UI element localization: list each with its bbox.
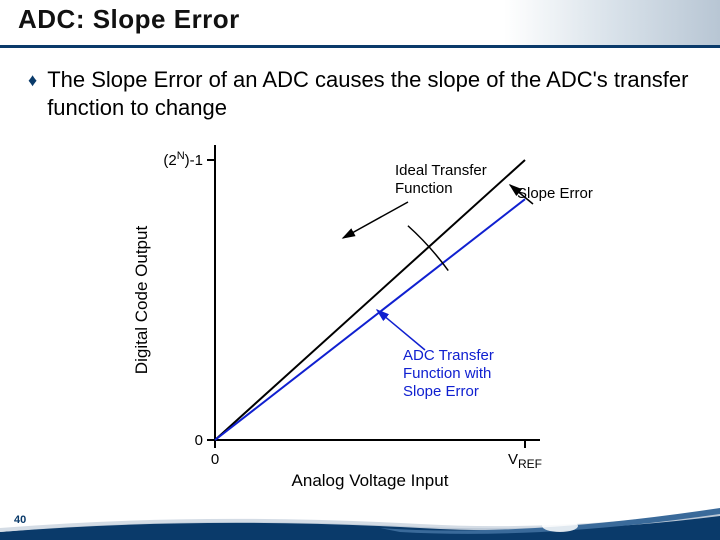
svg-text:Slope Error: Slope Error xyxy=(403,383,479,400)
transfer-function-chart: 0 VREF 0 (2N)-1 Analog Voltage Input Digital … xyxy=(125,130,595,490)
svg-text:VREF: VREF xyxy=(508,451,542,471)
svg-text:Digital Code Output: Digital Code Output xyxy=(132,226,151,375)
svg-text:Ideal Transfer: Ideal Transfer xyxy=(395,162,487,179)
svg-text:0: 0 xyxy=(211,451,219,468)
slide-body: ♦ The Slope Error of an ADC causes the s… xyxy=(0,48,720,495)
svg-text:Function: Function xyxy=(395,180,453,197)
chart-container: 0 VREF 0 (2N)-1 Analog Voltage Input Digital … xyxy=(28,130,692,495)
svg-text:Function with: Function with xyxy=(403,365,491,382)
diamond-bullet-icon: ♦ xyxy=(28,66,37,94)
svg-text:0: 0 xyxy=(195,432,203,449)
title-bar: ADC: Slope Error xyxy=(0,0,720,48)
svg-text:ADC Transfer: ADC Transfer xyxy=(403,347,494,364)
footer-decoration xyxy=(0,504,720,540)
svg-text:Analog Voltage Input: Analog Voltage Input xyxy=(292,471,449,490)
bullet-row: ♦ The Slope Error of an ADC causes the s… xyxy=(28,66,692,122)
slide-title: ADC: Slope Error xyxy=(18,4,702,35)
bullet-text: The Slope Error of an ADC causes the slo… xyxy=(47,66,692,122)
svg-text:(2N)-1: (2N)-1 xyxy=(163,150,203,169)
